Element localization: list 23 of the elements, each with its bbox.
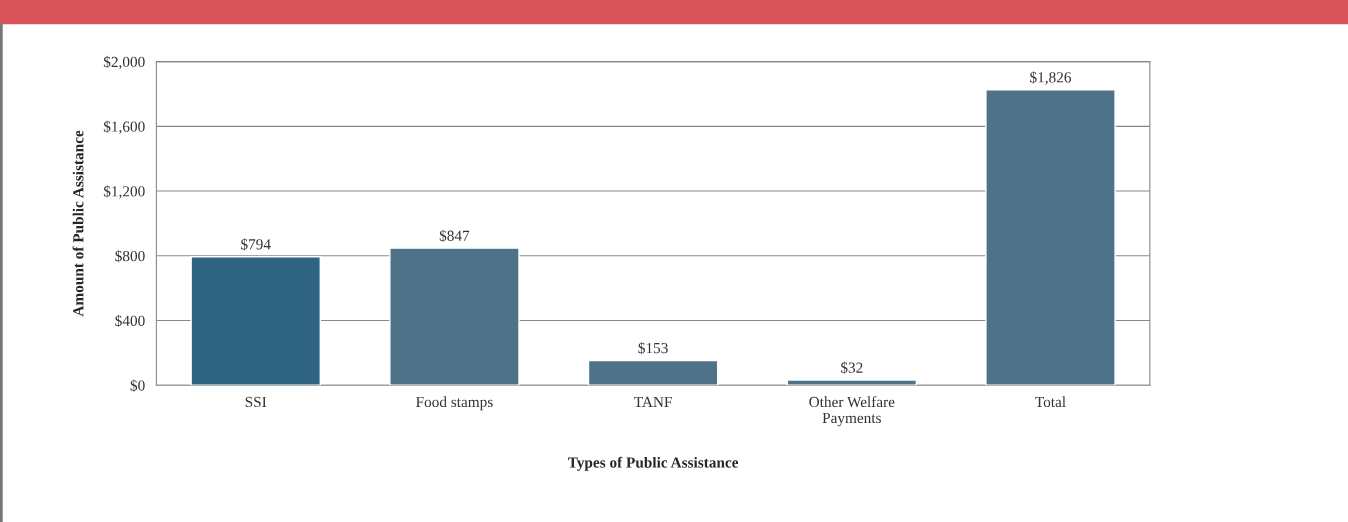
x-tick-label: SSI: [245, 396, 267, 408]
bar: [389, 247, 520, 386]
x-tick-label: Food stamps: [416, 396, 493, 411]
y-axis-title: Amount of Public Assistance: [72, 130, 84, 317]
x-axis-title: Types of Public Assistance: [567, 456, 739, 471]
bar: [786, 379, 918, 386]
y-tick-label: $400: [115, 314, 145, 327]
x-tick-label: TANF: [634, 396, 672, 407]
y-tick-label: $1,600: [103, 120, 145, 134]
data-label: $153: [638, 342, 668, 355]
bar: [587, 359, 719, 386]
y-tick-label: $1,200: [103, 185, 145, 199]
bar: [190, 256, 321, 386]
data-label: $32: [841, 361, 863, 374]
bar: [985, 89, 1116, 386]
data-label: $1,826: [1030, 71, 1072, 85]
y-tick-label: $2,000: [103, 55, 145, 70]
data-label: $847: [439, 229, 470, 242]
y-tick-label: $800: [115, 250, 145, 263]
x-tick-label: Other Welfare Payments: [809, 396, 895, 427]
y-tick-label: $0: [130, 379, 145, 392]
data-label: $794: [241, 238, 271, 251]
x-tick-label: Total: [1035, 396, 1066, 408]
